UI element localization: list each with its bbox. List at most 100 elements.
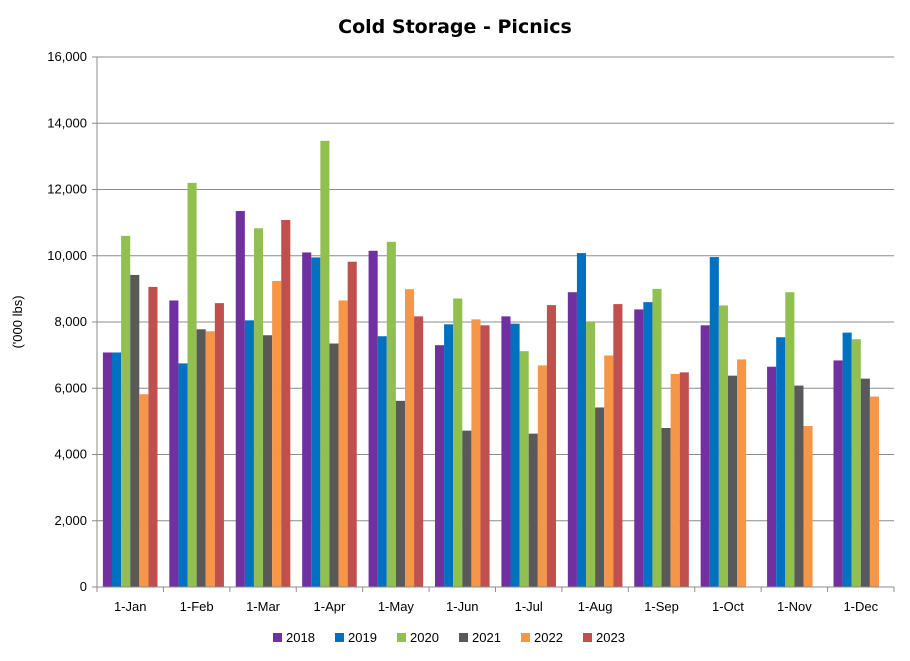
x-tick-label: 1-Jul	[515, 599, 543, 614]
bar	[643, 302, 653, 588]
x-tick-label: 1-Aug	[578, 599, 613, 614]
bar	[679, 372, 689, 587]
legend-item: 2018	[273, 630, 315, 645]
y-tick-label: 0	[80, 579, 87, 594]
bar	[434, 345, 445, 587]
bar	[112, 352, 122, 587]
y-tick-label: 6,000	[54, 380, 87, 395]
bar	[244, 320, 254, 587]
legend-label: 2019	[348, 630, 377, 645]
bar	[670, 374, 680, 587]
bar	[576, 253, 587, 587]
legend-item: 2021	[459, 630, 501, 645]
chart-title: Cold Storage - Picnics	[338, 16, 572, 38]
bar	[253, 228, 264, 587]
bar	[272, 280, 282, 587]
x-tick-label: 1-Sep	[644, 599, 679, 614]
bar	[121, 235, 131, 588]
bar	[776, 337, 786, 587]
x-tick-label: 1-Oct	[712, 599, 744, 614]
bar	[471, 319, 481, 587]
bar	[386, 241, 396, 587]
bar	[368, 250, 378, 587]
bar	[737, 359, 747, 587]
x-tick-label: 1-Apr	[314, 599, 346, 614]
bar	[148, 286, 158, 587]
bar	[338, 300, 348, 587]
bar	[404, 289, 415, 587]
x-tick-label: 1-May	[378, 599, 415, 614]
axes	[96, 57, 895, 592]
bar	[652, 288, 662, 588]
legend: 2018 2019 2020 2021 2022 2023	[273, 630, 625, 645]
bar	[302, 252, 312, 587]
bar	[803, 426, 813, 587]
bar	[214, 303, 224, 587]
bar	[537, 365, 547, 587]
bar	[329, 343, 339, 587]
legend-swatch	[583, 633, 592, 642]
y-axis-label: ('000 lbs)	[10, 295, 25, 348]
bar	[501, 316, 511, 587]
bar	[187, 182, 197, 588]
bars	[102, 140, 879, 588]
bar	[860, 378, 870, 587]
bar	[842, 332, 852, 587]
legend-swatch	[397, 633, 406, 642]
bar	[700, 325, 710, 587]
y-tick-label: 4,000	[54, 447, 87, 462]
bar	[767, 366, 777, 587]
x-tick-label: 1-Feb	[180, 599, 214, 614]
y-tick-label: 16,000	[47, 49, 87, 64]
bar	[196, 329, 206, 587]
bar	[519, 351, 529, 587]
bar	[727, 375, 738, 587]
bar	[510, 323, 520, 587]
legend-item: 2023	[583, 630, 625, 645]
y-tick-label: 14,000	[47, 115, 87, 130]
x-tick-labels: 1-Jan 1-Feb 1-Mar 1-Apr 1-May 1-Jun 1-Jul 1-Aug…	[114, 599, 879, 614]
y-tick-label: 8,000	[54, 314, 87, 329]
legend-item: 2022	[521, 630, 563, 645]
legend-swatch	[273, 633, 282, 642]
bar	[178, 363, 188, 587]
bar	[139, 394, 149, 587]
legend-item: 2020	[397, 630, 439, 645]
bar	[311, 257, 321, 587]
bar	[613, 304, 623, 587]
bar	[453, 298, 463, 587]
bar	[205, 331, 215, 587]
legend-swatch	[521, 633, 530, 642]
bar	[480, 325, 490, 587]
legend-label: 2023	[596, 630, 625, 645]
legend-label: 2018	[286, 630, 315, 645]
y-tick-label: 2,000	[54, 513, 87, 528]
bar	[869, 396, 879, 587]
legend-label: 2020	[410, 630, 439, 645]
bar	[414, 316, 424, 587]
bar	[851, 339, 861, 587]
bar	[347, 261, 357, 587]
y-tick-labels: 0 2,000 4,000 6,000 8,000 10,000 12,000 14,000 1…	[47, 49, 87, 594]
gridlines	[92, 56, 894, 588]
bar	[281, 219, 291, 588]
bar	[444, 324, 454, 587]
bar	[377, 336, 387, 587]
bar	[462, 430, 472, 587]
bar	[604, 355, 614, 587]
bar	[130, 274, 140, 587]
bar	[263, 335, 273, 587]
bar	[709, 257, 719, 587]
x-tick-label: 1-Jan	[114, 599, 147, 614]
bar	[235, 211, 245, 587]
legend-swatch	[335, 633, 344, 642]
bar	[528, 433, 538, 587]
y-tick-label: 10,000	[47, 248, 87, 263]
bar	[586, 321, 596, 587]
legend-label: 2021	[472, 630, 501, 645]
bar	[634, 309, 644, 587]
bar	[661, 428, 671, 587]
legend-swatch	[459, 633, 468, 642]
bar	[794, 385, 804, 587]
